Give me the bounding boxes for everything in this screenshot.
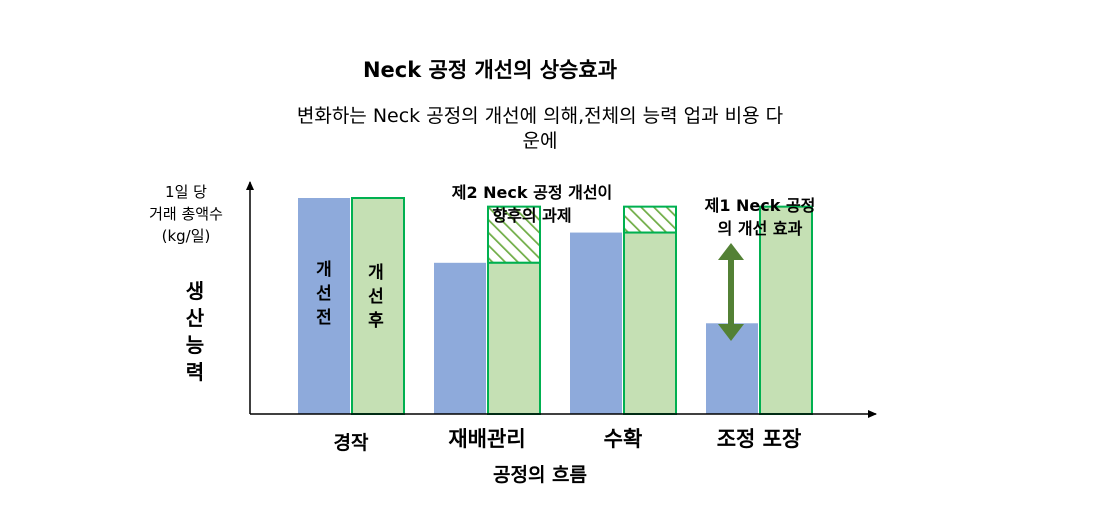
improvement-arrow xyxy=(718,243,744,341)
annotation-second-line-2: 향후의 과제 xyxy=(492,206,571,225)
y-axis-label-line-1: 1일 당 xyxy=(165,183,207,201)
after-label-char-2: 후 xyxy=(368,310,384,331)
y-axis-label-line-2: 거래 총액수 xyxy=(149,205,223,223)
after-label-char-0: 개 xyxy=(368,263,384,283)
bars-group xyxy=(298,197,813,415)
before-label-char-2: 전 xyxy=(316,308,332,328)
bar-before-1 xyxy=(434,262,486,414)
bar-potential-1 xyxy=(487,205,541,264)
chart-title: Neck 공정 개선의 상승효과 xyxy=(362,58,618,82)
y-axis-vertical-label: 생 산 능 력 xyxy=(180,278,210,386)
bar-after-1 xyxy=(487,261,541,415)
bar-before-0 xyxy=(298,198,350,414)
category-label-3: 조정 포장 xyxy=(717,427,802,451)
annotation-second-line-1: 제2 Neck 공정 개선이 xyxy=(452,183,613,202)
bar-before-2 xyxy=(570,232,622,414)
bar-potential-2 xyxy=(623,205,677,234)
y-axis-label-line-3: (kg/일) xyxy=(161,227,211,245)
y-vertical-char-4: 력 xyxy=(185,360,205,384)
subtitle-line-1: 변화하는 Neck 공정의 개선에 의해,전체의 능력 업과 비용 다 xyxy=(296,105,784,127)
category-label-2: 수확 xyxy=(604,427,643,451)
x-axis-title: 공정의 흐름 xyxy=(492,464,587,486)
y-vertical-char-3: 능 xyxy=(185,333,205,357)
y-vertical-char-1: 생 xyxy=(185,279,205,303)
category-label-1: 재배관리 xyxy=(448,427,525,451)
before-label-char-0: 개 xyxy=(316,260,332,280)
after-label-char-1: 선 xyxy=(368,287,384,307)
y-axis-label: 1일 당 거래 총액수 (kg/일) xyxy=(126,181,246,247)
before-label-char-1: 선 xyxy=(316,284,332,304)
y-vertical-char-2: 산 xyxy=(185,306,205,330)
bar-after-2 xyxy=(623,231,677,415)
chart-subtitle: 변화하는 Neck 공정의 개선에 의해,전체의 능력 업과 비용 다 운에 xyxy=(240,104,840,154)
annotation-first-line-2: 의 개선 효과 xyxy=(718,219,803,238)
bar-after-0 xyxy=(351,197,405,415)
subtitle-line-2: 운에 xyxy=(522,130,558,152)
category-label-0: 경작 xyxy=(334,432,369,454)
annotation-first-line-1: 제1 Neck 공정 xyxy=(705,196,816,215)
